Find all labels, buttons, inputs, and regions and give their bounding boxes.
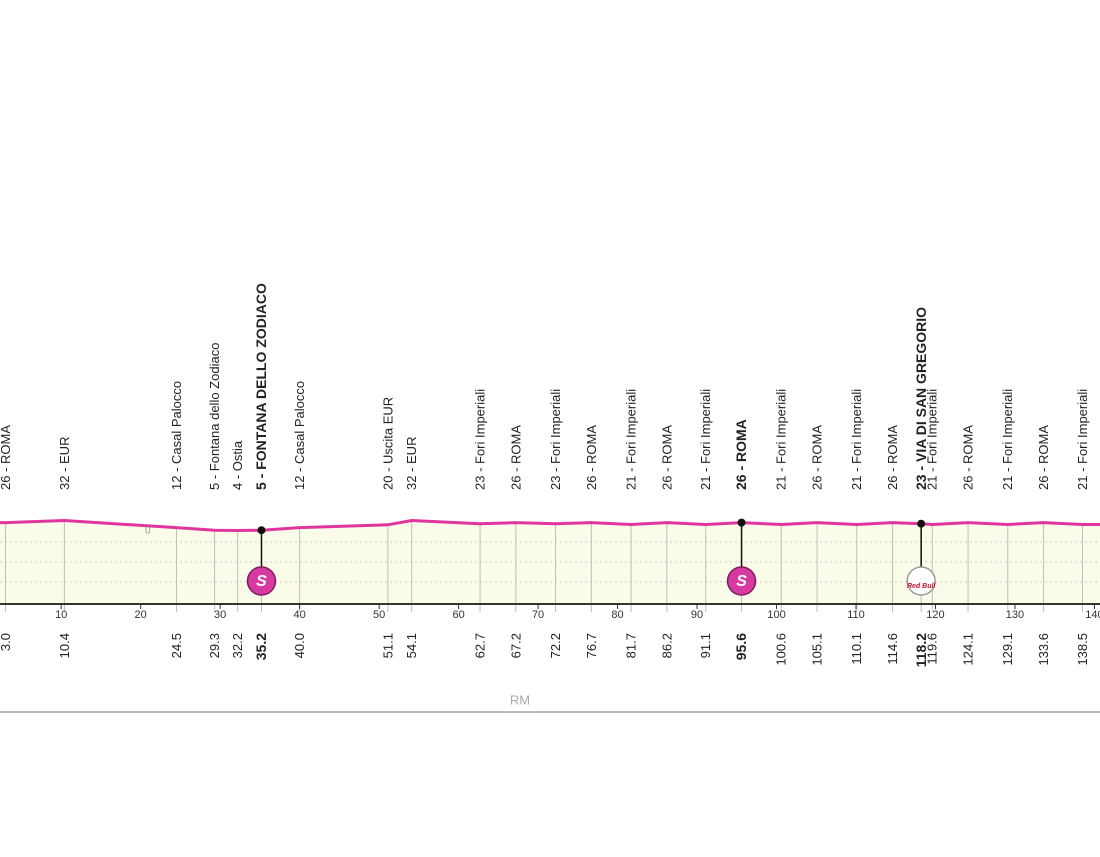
waypoint-label: 21 - Fori Imperiali [698,389,713,490]
distance-label: 40.0 [292,633,307,658]
distance-label: 54.1 [404,633,419,658]
waypoint-label: 21 - Fori Imperiali [1000,389,1015,490]
x-tick-label: 50 [373,609,385,621]
distance-label: 110.1 [849,633,864,665]
distance-label: 105.1 [809,633,824,666]
distance-label: 95.6 [733,633,749,660]
distance-label: 10.4 [57,633,72,658]
distance-label: 72.2 [548,633,563,658]
distance-label: 124.1 [961,633,976,666]
x-tick-label: 20 [135,609,147,621]
marker-badge [906,566,936,596]
x-tick-label: 40 [294,609,306,621]
waypoint-label: 20 - Uscita EUR [380,397,395,490]
x-tick-label: 140 [1085,609,1100,621]
marker-symbol: Red Bull [907,583,936,590]
distance-label: 35.2 [253,633,269,660]
waypoint-label: 5 - Fontana dello Zodiaco [207,343,222,490]
x-tick-label: 60 [452,609,464,621]
marker-symbol: S [256,573,267,590]
waypoint-label: 26 - ROMA [584,425,599,490]
marker-symbol: S [736,573,747,590]
x-tick-label: 30 [214,609,226,621]
distance-label: 133.6 [1036,633,1051,666]
waypoint-label: 4 - Ostia [230,440,245,490]
waypoint-label: 23 - VIA DI SAN GREGORIO [913,307,929,490]
distance-label: 138.5 [1075,633,1090,666]
waypoint-label: 26 - ROMA [961,425,976,490]
distance-label: 76.7 [584,633,599,658]
distance-label: 86.2 [659,633,674,658]
x-tick-label: 130 [1006,609,1024,621]
waypoint-label: 23 - Fori Imperiali [472,389,487,490]
waypoint-label: 26 - ROMA [0,425,13,490]
x-tick-label: 120 [926,609,944,621]
waypoint-label: 23 - Fori Imperiali [548,389,563,490]
distance-label: 24.5 [169,633,184,658]
waypoint-label: 26 - ROMA [809,425,824,490]
waypoint-label: 21 - Fori Imperiali [849,389,864,490]
profile-line [5,518,1083,533]
x-tick-label: 110 [847,609,865,621]
waypoint-label: 26 - ROMA [733,419,749,490]
marker-dot [917,519,926,528]
marker-badge [726,566,757,596]
distance-label: 81.7 [624,633,639,658]
distance-label: 129.1 [1000,633,1015,666]
waypoint-label: 21 - Fori Imperiali [774,389,789,490]
x-tick-label: 90 [691,609,703,621]
waypoint-label: 26 - ROMA [659,425,674,490]
waypoint-label: 12 - Casal Palocco [292,381,307,490]
waypoint-label: 26 - ROMA [885,425,900,490]
marker-dot [737,518,746,527]
waypoint-label: 5 - FONTANA DELLO ZODIACO [253,283,269,490]
distance-label: 32.2 [230,633,245,658]
distance-label: 51.1 [380,633,395,658]
x-tick-label: 80 [611,609,623,621]
marker-badge [246,566,277,596]
waypoint-label: 32 - EUR [57,437,72,490]
x-tick-label: 100 [767,609,785,621]
x-tick-label: 10 [55,609,67,621]
footer-label: RM [510,692,530,707]
x-tick-label: 70 [532,609,544,621]
annotation: 0 [145,526,151,537]
marker-dot [257,526,266,535]
waypoint-label: 21 - Fori Imperiali [925,389,940,490]
distance-label: 3.0 [0,633,13,651]
distance-label: 100.6 [774,633,789,666]
waypoint-label: 26 - ROMA [1036,425,1051,490]
waypoint-label: 32 - EUR [404,437,419,490]
waypoint-label: 21 - Fori Imperiali [624,389,639,490]
waypoint-label: 21 - Fori Imperiali [1075,389,1090,490]
distance-label: 29.3 [207,633,222,658]
waypoint-label: 12 - Casal Palocco [169,381,184,490]
distance-label: 119.6 [925,633,940,665]
distance-label: 62.7 [472,633,487,658]
distance-label: 118.2 [913,633,929,667]
waypoint-label: 26 - ROMA [508,425,523,490]
distance-label: 91.1 [698,633,713,658]
distance-label: 67.2 [508,633,523,658]
distance-label: 114.6 [885,633,900,665]
